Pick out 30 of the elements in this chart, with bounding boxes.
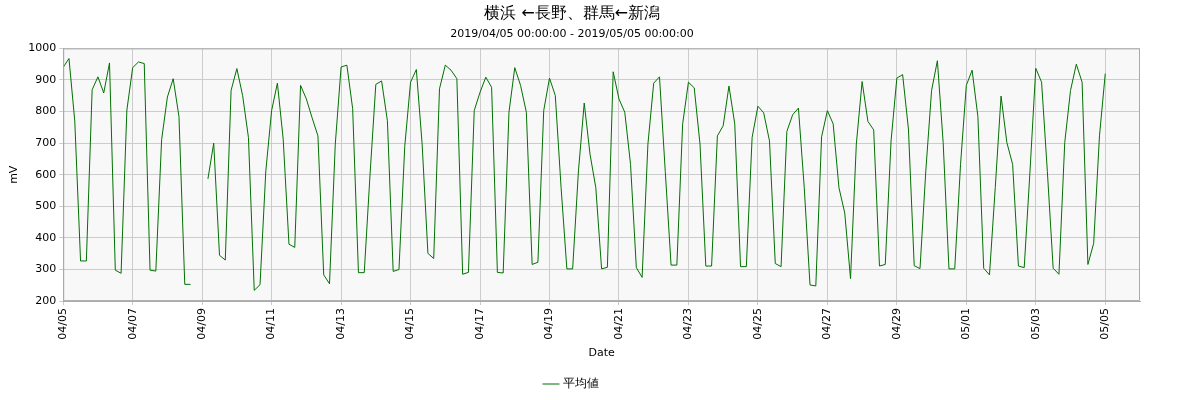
- chart-title: 横浜 ←長野、群馬←新潟: [484, 2, 660, 22]
- y-tick-label: 500: [35, 199, 57, 213]
- y-tick-label: 300: [35, 262, 57, 276]
- x-tick-label: 04/19: [542, 308, 556, 340]
- x-tick-label: 04/15: [403, 308, 417, 340]
- y-tick-label: 200: [35, 293, 57, 307]
- x-tick-label: 05/05: [1098, 308, 1112, 340]
- x-tick-label: 04/11: [264, 308, 278, 340]
- x-tick-label: 05/03: [1028, 308, 1042, 340]
- y-tick-label: 600: [35, 167, 57, 181]
- y-tick-label: 1000: [28, 41, 57, 55]
- x-tick-label: 04/09: [195, 308, 208, 340]
- x-axis-title: Date: [588, 346, 615, 360]
- chart-subtitle: 2019/04/05 00:00:00 - 2019/05/05 00:00:00: [450, 26, 694, 40]
- y-axis-title: mV: [7, 165, 21, 184]
- y-tick-label: 900: [35, 72, 57, 86]
- x-tick-label: 04/27: [820, 308, 834, 340]
- x-tick-label: 04/25: [750, 308, 764, 340]
- legend-label: 平均値: [563, 376, 599, 391]
- x-tick-label: 04/21: [611, 308, 625, 340]
- y-tick-label: 700: [35, 136, 57, 150]
- x-tick-label: 04/29: [889, 308, 903, 340]
- y-tick-label: 800: [35, 104, 57, 118]
- x-tick-label: 04/07: [125, 308, 139, 340]
- y-tick-label: 400: [35, 230, 57, 244]
- x-tick-label: 04/13: [333, 308, 347, 340]
- x-tick-label: 04/17: [472, 308, 486, 340]
- x-tick-label: 04/05: [56, 308, 70, 340]
- x-tick-label: 05/01: [959, 308, 973, 340]
- x-tick-label: 04/23: [681, 308, 695, 340]
